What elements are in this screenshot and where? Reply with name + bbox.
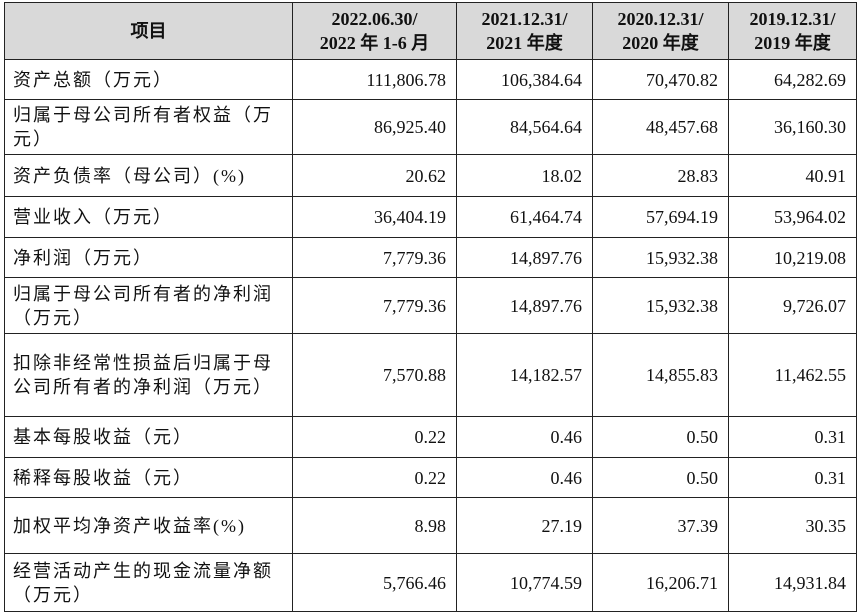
value-cell: 8.98	[292, 497, 457, 554]
value-cell: 61,464.74	[456, 196, 593, 238]
value-cell: 64,282.69	[728, 59, 857, 100]
value-cell: 7,570.88	[292, 333, 457, 417]
row-label: 稀释每股收益（元）	[4, 457, 293, 498]
header-line: 项目	[130, 21, 167, 41]
value-cell: 86,925.40	[292, 99, 457, 155]
table-row: 稀释每股收益（元） 0.22 0.46 0.50 0.31	[4, 457, 857, 498]
value-cell: 0.31	[728, 457, 857, 498]
value-cell: 14,897.76	[456, 277, 593, 334]
value-cell: 15,932.38	[592, 277, 729, 334]
header-line: 2022.06.30/	[331, 9, 418, 29]
value-cell: 28.83	[592, 154, 729, 197]
value-cell: 0.50	[592, 457, 729, 498]
header-row: 项目 2022.06.30/2022 年 1-6 月 2021.12.31/2021…	[4, 2, 857, 60]
row-label: 经营活动产生的现金流量净额（万元）	[4, 553, 293, 612]
value-cell: 20.62	[292, 154, 457, 197]
value-cell: 0.22	[292, 457, 457, 498]
row-label: 净利润（万元）	[4, 237, 293, 278]
value-cell: 36,160.30	[728, 99, 857, 155]
header-cell: 2021.12.31/2021 年度	[456, 2, 593, 60]
data-table: 项目 2022.06.30/2022 年 1-6 月 2021.12.31/2021…	[4, 2, 857, 612]
header-line: 2020.12.31/	[617, 9, 704, 29]
header-cell: 2019.12.31/2019 年度	[728, 2, 857, 60]
value-cell: 14,897.76	[456, 237, 593, 278]
value-cell: 9,726.07	[728, 277, 857, 334]
table-body: 资产总额（万元） 111,806.78 106,384.64 70,470.82 64,…	[4, 59, 857, 612]
table-row: 加权平均净资产收益率(%) 8.98 27.19 37.39 30.35	[4, 497, 857, 554]
value-cell: 0.22	[292, 416, 457, 458]
row-label: 归属于母公司所有者权益（万元）	[4, 99, 293, 155]
value-cell: 0.46	[456, 457, 593, 498]
row-label: 资产总额（万元）	[4, 59, 293, 100]
value-cell: 10,774.59	[456, 553, 593, 612]
value-cell: 14,182.57	[456, 333, 593, 417]
value-cell: 57,694.19	[592, 196, 729, 238]
row-label: 资产负债率（母公司）(%)	[4, 154, 293, 197]
header-cell: 项目	[4, 2, 293, 60]
header-line: 2019 年度	[754, 33, 831, 53]
table-row: 营业收入（万元） 36,404.19 61,464.74 57,694.19 53,96…	[4, 196, 857, 238]
value-cell: 14,855.83	[592, 333, 729, 417]
value-cell: 53,964.02	[728, 196, 857, 238]
row-label: 扣除非经常性损益后归属于母公司所有者的净利润（万元）	[4, 333, 293, 417]
value-cell: 7,779.36	[292, 277, 457, 334]
header-line: 2022 年 1-6 月	[319, 33, 430, 53]
value-cell: 27.19	[456, 497, 593, 554]
table-row: 扣除非经常性损益后归属于母公司所有者的净利润（万元） 7,570.88 14,182…	[4, 333, 857, 417]
header-cell: 2020.12.31/2020 年度	[592, 2, 729, 60]
value-cell: 5,766.46	[292, 553, 457, 612]
table-row: 资产总额（万元） 111,806.78 106,384.64 70,470.82 64,…	[4, 59, 857, 100]
table-row: 基本每股收益（元） 0.22 0.46 0.50 0.31	[4, 416, 857, 458]
row-label: 营业收入（万元）	[4, 196, 293, 238]
header-line: 2020 年度	[622, 33, 699, 53]
value-cell: 0.31	[728, 416, 857, 458]
value-cell: 7,779.36	[292, 237, 457, 278]
value-cell: 37.39	[592, 497, 729, 554]
header-cell: 2022.06.30/2022 年 1-6 月	[292, 2, 457, 60]
value-cell: 84,564.64	[456, 99, 593, 155]
value-cell: 70,470.82	[592, 59, 729, 100]
value-cell: 48,457.68	[592, 99, 729, 155]
value-cell: 36,404.19	[292, 196, 457, 238]
row-label: 归属于母公司所有者的净利润（万元）	[4, 277, 293, 334]
value-cell: 14,931.84	[728, 553, 857, 612]
value-cell: 30.35	[728, 497, 857, 554]
value-cell: 10,219.08	[728, 237, 857, 278]
row-label: 加权平均净资产收益率(%)	[4, 497, 293, 554]
value-cell: 40.91	[728, 154, 857, 197]
table-row: 归属于母公司所有者权益（万元） 86,925.40 84,564.64 48,457.…	[4, 99, 857, 155]
table-row: 经营活动产生的现金流量净额（万元） 5,766.46 10,774.59 16,206…	[4, 553, 857, 612]
value-cell: 0.46	[456, 416, 593, 458]
value-cell: 18.02	[456, 154, 593, 197]
value-cell: 15,932.38	[592, 237, 729, 278]
value-cell: 16,206.71	[592, 553, 729, 612]
table-row: 资产负债率（母公司）(%) 20.62 18.02 28.83 40.91	[4, 154, 857, 197]
row-label: 基本每股收益（元）	[4, 416, 293, 458]
table-row: 净利润（万元） 7,779.36 14,897.76 15,932.38 10,219.…	[4, 237, 857, 278]
header-line: 2021.12.31/	[481, 9, 568, 29]
table-row: 归属于母公司所有者的净利润（万元） 7,779.36 14,897.76 15,932…	[4, 277, 857, 334]
value-cell: 111,806.78	[292, 59, 457, 100]
value-cell: 106,384.64	[456, 59, 593, 100]
value-cell: 11,462.55	[728, 333, 857, 417]
header-line: 2019.12.31/	[749, 9, 836, 29]
value-cell: 0.50	[592, 416, 729, 458]
header-line: 2021 年度	[486, 33, 563, 53]
